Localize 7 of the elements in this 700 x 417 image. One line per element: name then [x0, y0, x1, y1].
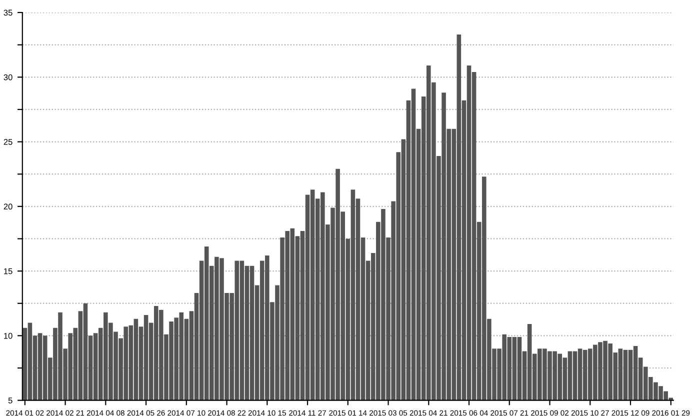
- y-tick-label: 20: [4, 204, 12, 210]
- y-tick-label: 25: [4, 138, 12, 145]
- y-tick-label: 15: [4, 268, 12, 274]
- y-tick-label: 30: [4, 74, 12, 80]
- y-tick-label: 5: [8, 398, 12, 404]
- y-tick-label: 35: [4, 10, 12, 16]
- y-tick-label: 10: [4, 332, 12, 339]
